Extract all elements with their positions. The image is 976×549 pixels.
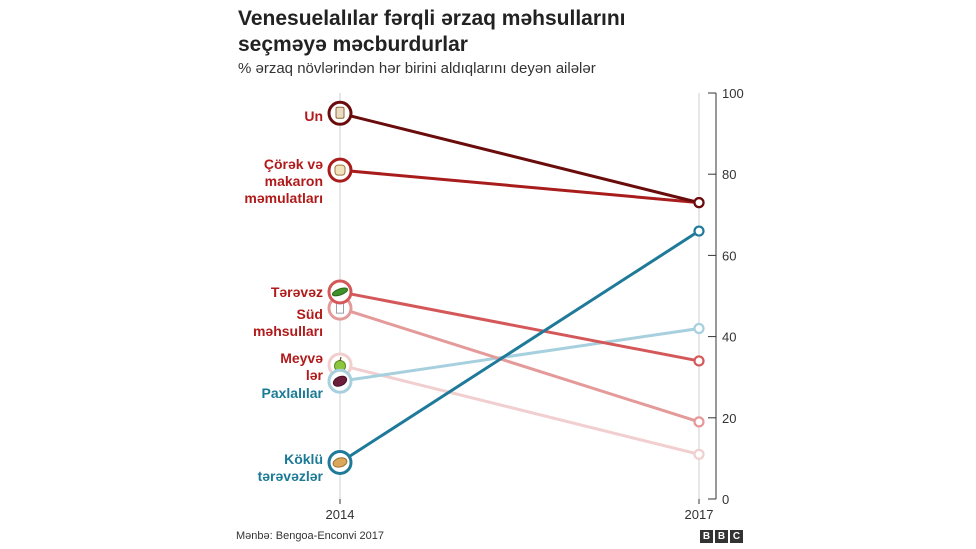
series-label: Çörək və — [264, 156, 323, 172]
bbc-logo-letter: B — [715, 530, 728, 543]
data-point-2017 — [693, 448, 705, 460]
y-tick-label: 20 — [722, 411, 736, 426]
title-line-1: Venesuelalılar fərqli ərzaq məhsullarını — [238, 7, 626, 30]
series-label: Tərəvəz — [271, 284, 323, 300]
chart-title: Venesuelalılar fərqli ərzaq məhsullarını… — [238, 6, 758, 58]
data-point-2017 — [693, 355, 705, 367]
flour-bag-icon — [335, 106, 345, 119]
cucumber-icon — [331, 287, 349, 297]
series-line — [338, 168, 701, 205]
apple-stem-icon — [339, 356, 342, 362]
series-label: Süd — [297, 306, 323, 322]
y-tick-label: 80 — [722, 167, 736, 182]
y-tick-label: 40 — [722, 330, 736, 345]
series-label: Un — [304, 108, 323, 124]
series-label: məhsulları — [253, 323, 323, 339]
title-line-2: seçməyə məcburdurlar — [238, 33, 468, 56]
series-line — [338, 111, 701, 205]
x-tick-label: 2014 — [326, 507, 355, 522]
series-label: məmulatları — [244, 190, 323, 206]
y-tick-label: 0 — [722, 492, 729, 507]
bean-icon — [332, 375, 348, 387]
series-label: Köklü — [284, 451, 323, 467]
data-point-2017 — [693, 416, 705, 428]
data-point-2017 — [693, 322, 705, 335]
series-label: Meyvə — [280, 350, 323, 366]
potato-icon — [332, 457, 348, 468]
source-note: Mənbə: Bengoa-Enconvi 2017 — [236, 530, 384, 542]
bbc-logo-letter: B — [700, 530, 713, 543]
series-line — [338, 306, 701, 424]
chart-subtitle: % ərzaq növlərindən hər birini aldıqları… — [238, 60, 596, 77]
bbc-logo: B B C — [700, 530, 743, 543]
series-line — [338, 290, 701, 363]
series-label: tərəvəzlər — [258, 468, 324, 484]
y-tick-label: 60 — [722, 248, 736, 263]
data-point-2017 — [693, 225, 705, 237]
series-line — [338, 326, 701, 383]
bread-icon — [334, 164, 346, 176]
series-label: makaron — [265, 173, 323, 189]
series-line — [338, 363, 701, 456]
series-line — [338, 229, 701, 464]
series-label: Paxlalılar — [262, 385, 324, 401]
series-label: lər — [306, 367, 324, 383]
bbc-logo-letter: C — [730, 530, 743, 543]
data-point-2017 — [693, 197, 705, 209]
x-tick-label: 2017 — [685, 507, 714, 522]
y-tick-label: 100 — [722, 86, 744, 101]
